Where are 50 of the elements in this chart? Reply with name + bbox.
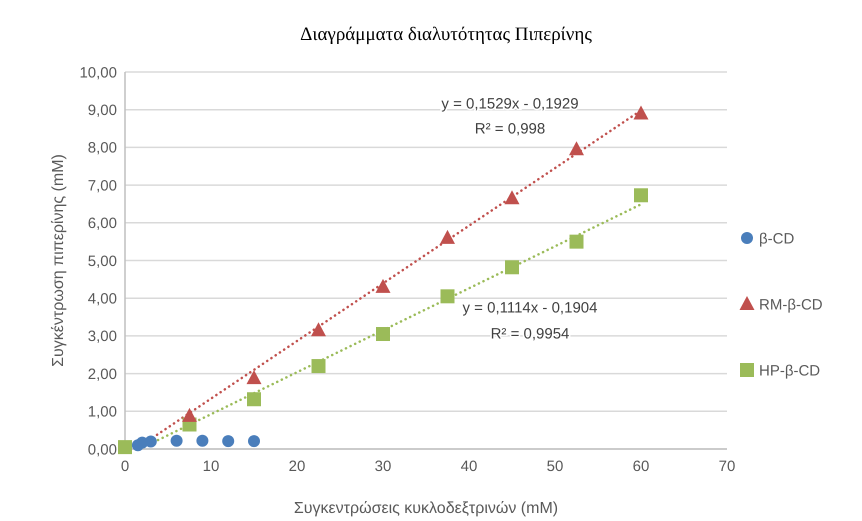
y-tick-label: 3,00 xyxy=(88,328,117,346)
point xyxy=(634,105,648,120)
y-tick-label: 7,00 xyxy=(88,177,117,194)
x-tick-label: 20 xyxy=(288,458,306,475)
x-tick-label: 60 xyxy=(632,458,650,475)
point xyxy=(196,434,208,447)
x-tick-label: 0 xyxy=(120,458,130,475)
point xyxy=(144,435,157,448)
y-tick-label: 8,00 xyxy=(88,140,117,157)
point xyxy=(311,322,326,336)
point xyxy=(440,230,455,244)
x-tick-label: 40 xyxy=(460,458,478,475)
point xyxy=(170,434,183,447)
x-tick-label: 50 xyxy=(546,458,564,475)
point xyxy=(312,359,326,374)
point xyxy=(376,278,390,293)
point xyxy=(247,392,261,406)
y-tick-label: 4,00 xyxy=(88,290,117,308)
legend-label: HP-β-CD xyxy=(759,362,820,380)
point xyxy=(376,327,390,342)
point xyxy=(634,188,648,202)
legend-label: β-CD xyxy=(759,230,794,248)
point xyxy=(504,190,520,204)
annotation: y = 0,1529x - 0,1929 xyxy=(441,95,579,112)
y-tick-label: 1,00 xyxy=(88,404,117,421)
point xyxy=(570,234,584,249)
annotation: R² = 0,9954 xyxy=(490,325,570,342)
x-tick-label: 10 xyxy=(202,458,220,475)
point xyxy=(182,408,197,422)
y-tick-label: 6,00 xyxy=(88,215,117,232)
y-tick-label: 9,00 xyxy=(88,102,117,119)
x-tick-label: 70 xyxy=(718,458,736,475)
x-axis-title: Συγκεντρώσεις κυκλοδεξτρινών (mM) xyxy=(294,500,558,517)
annotation: R² = 0,998 xyxy=(474,120,546,138)
point xyxy=(248,435,260,448)
y-tick-label: 5,00 xyxy=(88,252,117,270)
point xyxy=(569,141,584,156)
point xyxy=(118,440,132,454)
annotation: y = 0,1114x - 0,1904 xyxy=(462,299,598,316)
legend-label: RM-β-CD xyxy=(759,296,823,314)
point xyxy=(440,289,454,304)
x-tick-label: 30 xyxy=(374,458,392,475)
y-axis-title: Συγκέντρωση πιπερίνης (mM) xyxy=(50,154,67,367)
chart-title: Διαγράμματα διαλυτότητας Πιπερίνης xyxy=(300,24,592,45)
y-tick-label: 0,00 xyxy=(88,441,117,458)
y-tick-label: 10,00 xyxy=(79,64,117,82)
point xyxy=(222,435,234,448)
point xyxy=(505,260,519,274)
point xyxy=(246,370,262,384)
y-tick-label: 2,00 xyxy=(88,366,117,383)
